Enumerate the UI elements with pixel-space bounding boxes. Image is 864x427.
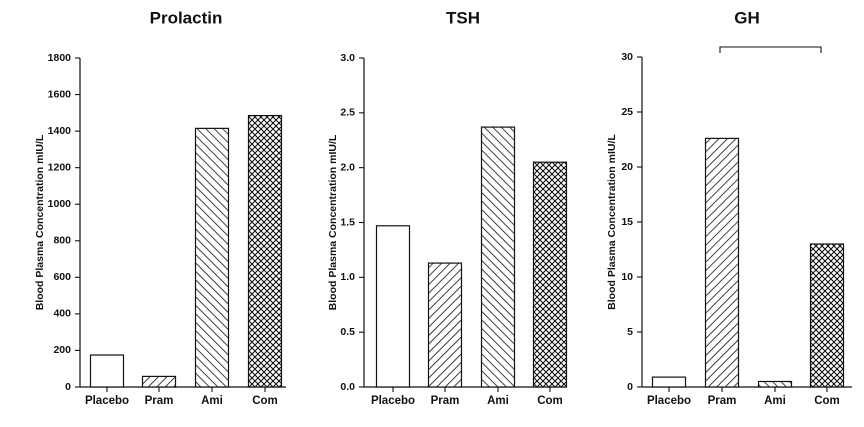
y-tick-label: 1000 bbox=[48, 198, 72, 210]
y-tick-label: 1400 bbox=[48, 125, 72, 137]
y-tick-label: 1800 bbox=[48, 52, 72, 64]
y-tick-label: 400 bbox=[53, 308, 71, 320]
y-tick-label: 10 bbox=[621, 271, 633, 283]
x-tick-label: Placebo bbox=[371, 395, 415, 407]
bar-com bbox=[532, 161, 568, 388]
bar-pram bbox=[704, 137, 740, 388]
y-tick-label: 1600 bbox=[48, 88, 72, 100]
y-axis-label: Blood Plasma Concentration mIU/L bbox=[327, 134, 339, 310]
x-tick-label: Ami bbox=[487, 395, 509, 407]
y-tick-label: 800 bbox=[53, 235, 71, 247]
bar-ami bbox=[194, 127, 230, 388]
y-tick-label: 5 bbox=[627, 326, 633, 338]
x-tick-label: Pram bbox=[431, 395, 460, 407]
y-tick-label: 2.0 bbox=[340, 161, 355, 173]
chart-panel-prolactin: Prolactin Blood Plasma Concentration mIU/… bbox=[34, 8, 286, 407]
chart-title: TSH bbox=[446, 8, 480, 27]
bar-pram bbox=[141, 375, 177, 388]
x-tick-label: Com bbox=[814, 395, 840, 407]
x-tick-label: Pram bbox=[145, 395, 174, 407]
y-tick-label: 0.5 bbox=[340, 326, 355, 338]
x-tick-label: Placebo bbox=[85, 395, 129, 407]
y-tick-label: 1.0 bbox=[340, 271, 355, 283]
y-axis-label: Blood Plasma Concentration mIU/L bbox=[34, 134, 46, 310]
bar-placebo bbox=[89, 354, 125, 388]
y-tick-label: 20 bbox=[621, 161, 633, 173]
y-tick-label: 3.0 bbox=[340, 52, 355, 64]
y-axis-label: Blood Plasma Concentration mIU/L bbox=[606, 134, 618, 310]
bar-placebo bbox=[375, 225, 411, 388]
x-tick-label: Pram bbox=[708, 395, 737, 407]
bar-pram bbox=[427, 262, 463, 388]
y-tick-label: 600 bbox=[53, 271, 71, 283]
bar-placebo bbox=[651, 376, 687, 388]
y-tick-label: 15 bbox=[621, 216, 633, 228]
significance-bracket bbox=[719, 46, 822, 53]
y-tick-label: 0 bbox=[65, 381, 71, 393]
x-tick-label: Ami bbox=[201, 395, 223, 407]
y-tick-label: 30 bbox=[621, 51, 633, 63]
bar-ami bbox=[757, 380, 793, 388]
chart-title: GH bbox=[734, 8, 760, 27]
bar-com bbox=[247, 114, 283, 388]
y-tick-label: 1200 bbox=[48, 161, 72, 173]
x-tick-label: Ami bbox=[764, 395, 786, 407]
x-tick-label: Placebo bbox=[647, 395, 691, 407]
y-tick-label: 200 bbox=[53, 344, 71, 356]
bar-ami bbox=[480, 126, 516, 388]
chart-title: Prolactin bbox=[150, 8, 223, 27]
x-tick-label: Com bbox=[252, 395, 278, 407]
y-tick-label: 2.5 bbox=[340, 107, 355, 119]
chart-panel-gh: GH Blood Plasma Concentration mIU/L 0 5 10 15… bbox=[606, 8, 852, 407]
chart-panel-tsh: TSH Blood Plasma Concentration mIU/L 0.0 0.… bbox=[327, 8, 568, 407]
bar-com bbox=[809, 243, 845, 388]
y-tick-label: 0 bbox=[627, 381, 633, 393]
x-tick-label: Com bbox=[537, 395, 563, 407]
y-tick-label: 1.5 bbox=[340, 216, 355, 228]
y-tick-label: 25 bbox=[621, 106, 633, 118]
y-tick-label: 0.0 bbox=[340, 381, 355, 393]
